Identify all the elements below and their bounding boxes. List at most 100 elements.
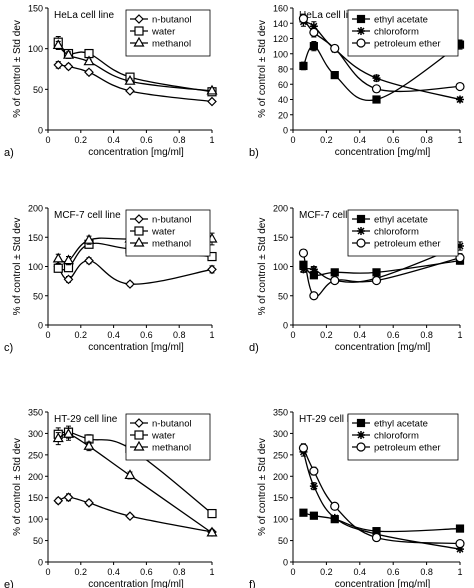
legend-label: n-butanol: [152, 15, 192, 26]
data-point: [456, 545, 464, 554]
x-axis-label: concentration [mg/ml]: [88, 342, 184, 353]
y-axis-label: % of control ± Std dev: [257, 20, 268, 118]
data-point: [298, 14, 309, 24]
panel-letter: a): [4, 147, 14, 159]
legend-marker: [134, 430, 144, 440]
panel-letter: f): [249, 579, 256, 588]
data-point: [83, 440, 95, 450]
data-point: [309, 482, 318, 491]
legend-marker: [134, 418, 144, 428]
panel-letter: c): [4, 342, 13, 354]
series-n-butanol: [53, 492, 217, 537]
data-point: [455, 538, 465, 549]
x-tick-label: 0.2: [320, 135, 333, 145]
y-axis-label: % of control ± Std dev: [12, 438, 23, 536]
x-tick-label: 1: [457, 135, 462, 145]
data-point: [298, 248, 309, 258]
data-point: [309, 466, 319, 476]
chart-title: HeLa cell line: [54, 10, 114, 21]
legend-label: ethyl acetate: [374, 419, 428, 430]
data-point: [62, 48, 75, 59]
y-tick-label: 40: [278, 95, 288, 105]
y-tick-label: 50: [33, 85, 43, 95]
data-point: [52, 252, 64, 263]
x-tick-label: 0.2: [320, 330, 333, 340]
legend-marker: [134, 26, 144, 36]
y-tick-label: 0: [283, 558, 288, 568]
legend-marker: [356, 38, 366, 48]
data-point: [309, 291, 319, 301]
x-tick-label: 0.6: [140, 567, 153, 577]
x-axis-label: concentration [mg/ml]: [335, 147, 431, 158]
data-point: [455, 524, 465, 533]
x-tick-label: 1: [457, 567, 462, 577]
chart-title: MCF-7 cell line: [54, 210, 121, 221]
data-point: [309, 27, 319, 38]
data-point: [299, 61, 308, 71]
series-line: [57, 259, 213, 285]
y-axis-label: % of control ± Std dev: [12, 20, 23, 118]
series-petroleum-ether: [298, 443, 465, 549]
data-point: [124, 74, 136, 85]
legend-label: ethyl acetate: [374, 15, 428, 26]
legend-label: methanol: [152, 443, 191, 454]
series-line: [303, 512, 461, 533]
data-point: [455, 81, 465, 92]
legend-label: petroleum ether: [374, 239, 441, 250]
data-point: [372, 74, 381, 83]
x-tick-label: 1: [209, 135, 214, 145]
legend-marker: [133, 440, 145, 451]
series-petroleum-ether: [298, 248, 465, 301]
legend-marker: [356, 418, 366, 428]
y-tick-label: 50: [33, 291, 43, 301]
y-tick-label: 200: [28, 204, 43, 214]
x-tick-label: 0.4: [354, 567, 367, 577]
legend-label: chloroform: [374, 27, 419, 38]
series-line: [58, 64, 213, 103]
data-point: [63, 492, 74, 503]
data-point: [330, 43, 340, 54]
x-tick-label: 0.6: [387, 330, 400, 340]
data-point: [207, 96, 217, 107]
y-tick-label: 0: [283, 126, 288, 136]
data-point: [62, 428, 75, 438]
x-tick-label: 1: [457, 330, 462, 340]
legend-box: [347, 413, 459, 461]
data-point: [125, 86, 135, 96]
x-tick-label: 0.6: [140, 330, 153, 340]
data-point: [62, 254, 75, 265]
data-point: [207, 264, 217, 275]
data-point: [83, 233, 95, 244]
y-tick-label: 100: [273, 49, 288, 59]
legend-label: methanol: [152, 239, 191, 250]
x-tick-label: 0.2: [75, 135, 88, 145]
x-tick-label: 0.4: [107, 135, 120, 145]
y-tick-label: 150: [273, 233, 288, 243]
chart-title: MCF-7 cell line: [299, 210, 366, 221]
chart-title: HeLa cell line: [299, 10, 359, 21]
data-point: [330, 513, 339, 522]
x-tick-label: 0: [45, 135, 50, 145]
series-line: [302, 451, 461, 550]
y-tick-label: 0: [38, 126, 43, 136]
series-methanol: [52, 427, 218, 537]
x-axis-label: concentration [mg/ml]: [88, 147, 184, 158]
data-point: [371, 84, 382, 94]
legend-label: water: [151, 227, 175, 238]
data-point: [206, 526, 218, 537]
data-point: [207, 508, 217, 519]
x-tick-label: 0.8: [420, 567, 433, 577]
series-n-butanol: [53, 60, 217, 107]
x-tick-label: 0.2: [75, 567, 88, 577]
y-tick-label: 150: [28, 233, 43, 243]
x-tick-label: 0: [45, 330, 50, 340]
x-tick-label: 1: [209, 567, 214, 577]
x-tick-label: 0.8: [173, 135, 186, 145]
series-ethyl-acetate: [299, 39, 465, 104]
data-point: [330, 268, 339, 277]
y-tick-label: 120: [273, 34, 288, 44]
